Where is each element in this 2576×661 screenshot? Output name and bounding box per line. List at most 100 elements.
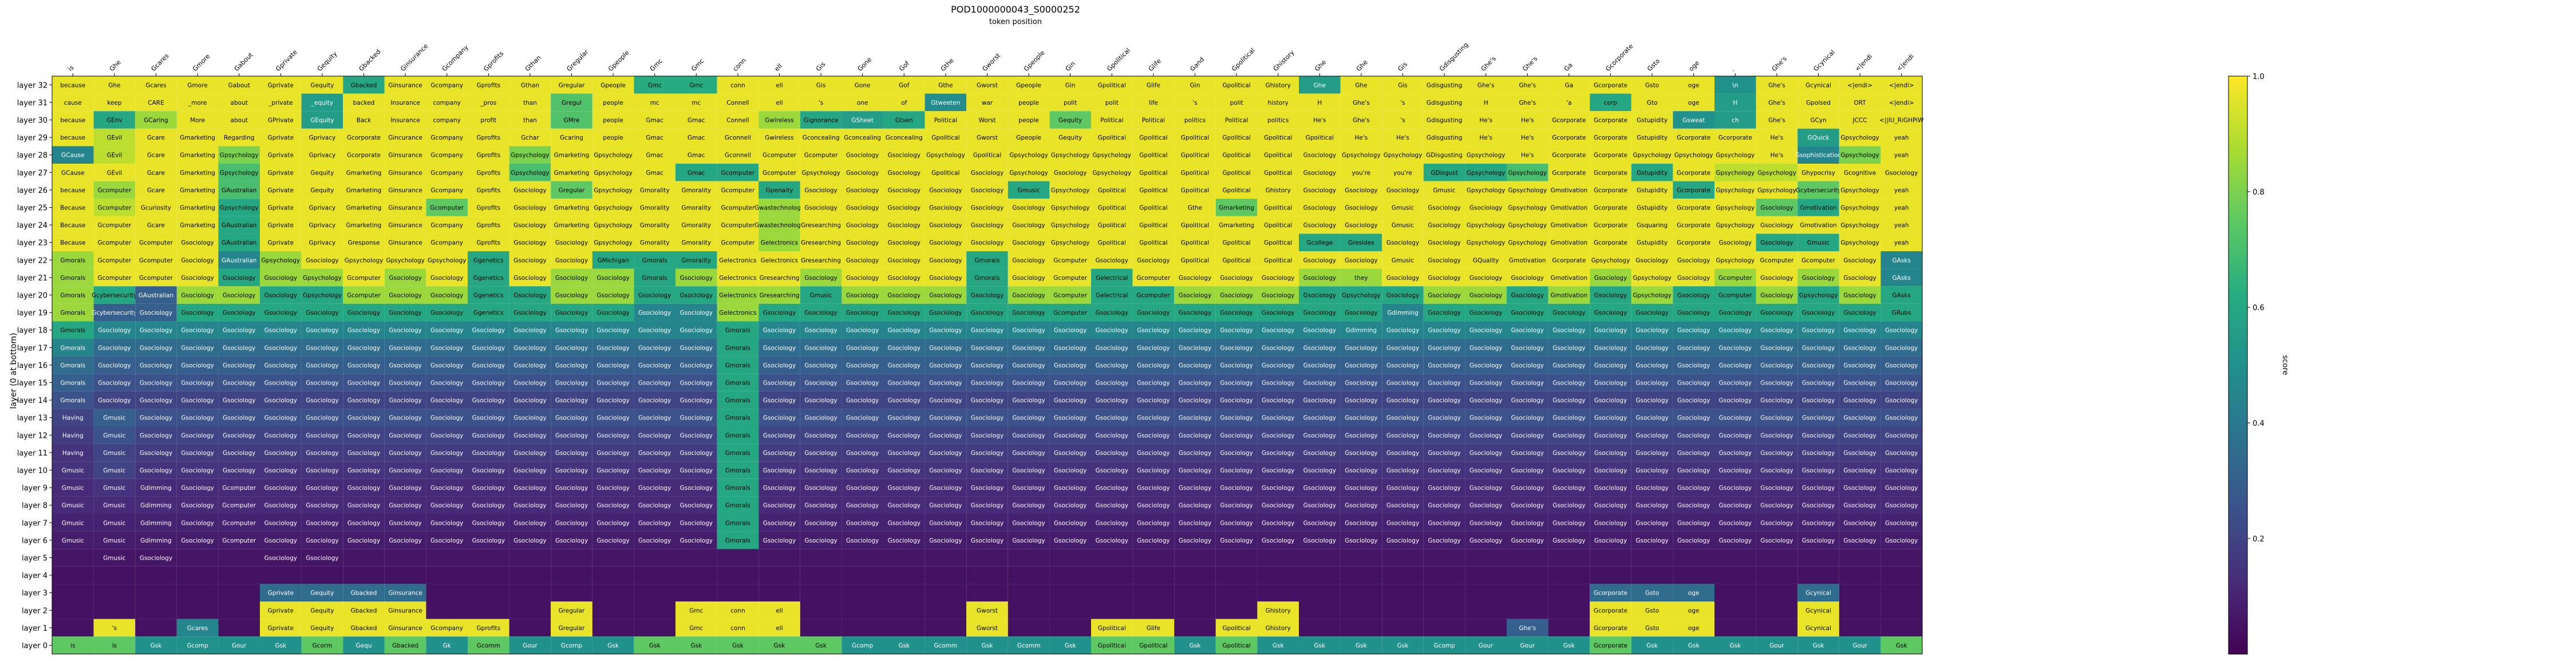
heatmap-cell-label: Gcorporate [1594, 240, 1627, 247]
heatmap-cell-label: Gsociology [1303, 502, 1336, 509]
heatmap-cell-label: Gpsychology [1051, 187, 1090, 194]
heatmap-cell-label: is [112, 643, 117, 650]
heatmap-cell-label: Glife [1147, 625, 1160, 632]
heatmap-cell-label: Gpeople [1016, 134, 1041, 141]
heatmap-cell-label: Gsociology [804, 362, 837, 369]
heatmap-cell [966, 233, 1008, 251]
heatmap-cell [1049, 268, 1091, 287]
heatmap-cell [260, 233, 302, 251]
heatmap-cell-label: Gmorals [725, 327, 750, 334]
heatmap-cell-label: Gsociology [638, 450, 671, 457]
heatmap-cell-label: oge [1688, 607, 1700, 614]
y-layer-label: layer 16 [17, 362, 48, 370]
heatmap-cell-label: Gsociology [971, 240, 1003, 247]
heatmap-cell-label: He's [1355, 134, 1368, 141]
heatmap-cell [509, 549, 551, 567]
heatmap-cell-label: Gsociology [846, 240, 879, 247]
heatmap-cell-label: Gwastechnology [754, 205, 804, 212]
heatmap-cell [1880, 76, 1922, 94]
heatmap-cell-label: Gsociology [1012, 520, 1045, 527]
heatmap-cell-label: Gsociology [1802, 450, 1835, 457]
heatmap-cell [634, 566, 675, 584]
heatmap-cell [135, 76, 177, 94]
heatmap-cell-label: Gpsychology [1467, 240, 1506, 247]
heatmap-cell-label: Gcomputer [430, 205, 464, 212]
heatmap-cell [1756, 251, 1798, 269]
heatmap-cell-label: Gsociology [1012, 397, 1045, 404]
heatmap-cell-label: Gsociology [1220, 520, 1253, 527]
heatmap-cell-label: Gpsychology [1840, 205, 1879, 212]
heatmap-cell-label: Gelectronics [719, 310, 756, 316]
heatmap-cell-label: people [603, 117, 623, 124]
heatmap-cell [717, 549, 759, 567]
heatmap-cell-label: Gpsychology [1799, 292, 1838, 299]
heatmap-cell [176, 216, 219, 234]
heatmap-cell [1008, 251, 1050, 269]
heatmap-cell-label: Gmusic [103, 415, 125, 422]
heatmap-cell-label: Gsociology [389, 327, 421, 334]
heatmap-cell-label: Gsociology [264, 415, 297, 422]
heatmap-cell [1257, 146, 1299, 164]
heatmap-cell-label: Gsociology [1511, 275, 1544, 282]
heatmap-cell [717, 181, 759, 199]
y-layer-label: layer 31 [17, 99, 48, 108]
heatmap-cell-label: Gsociology [1220, 327, 1253, 334]
heatmap-cell-label: Gcorporate [1677, 134, 1710, 141]
heatmap-cell-label: Gsto [1645, 590, 1659, 597]
heatmap-cell [218, 93, 260, 112]
heatmap-cell-label: Gsociology [1179, 380, 1211, 387]
y-layer-label: layer 14 [17, 397, 48, 405]
heatmap-cell-label: Gsociology [555, 380, 588, 387]
heatmap-cell-label: Gsociology [472, 537, 505, 544]
heatmap-cell-label: Gsociology [1303, 450, 1336, 457]
heatmap-cell-label: Gsociology [513, 345, 546, 351]
heatmap-cell [800, 619, 842, 637]
heatmap-cell-label: Gto [1647, 100, 1658, 106]
heatmap-cell-label: Gmorality [640, 240, 670, 247]
heatmap-cell [1714, 233, 1756, 251]
heatmap-cell [468, 181, 509, 199]
heatmap-cell [1423, 128, 1465, 147]
heatmap-cell-label: Gsociology [1760, 432, 1793, 439]
y-layer-label: layer 15 [17, 379, 48, 388]
heatmap-cell-label: Gsociology [1802, 415, 1835, 422]
heatmap-cell-label: Gcorporate [1594, 625, 1627, 632]
heatmap-cell-label: Gsociology [1386, 345, 1419, 351]
heatmap-cell-label: Gsociology [1303, 485, 1336, 492]
heatmap-cell-label: Gpsychology [1508, 222, 1547, 229]
heatmap-cell-label: Gsociology [1012, 345, 1045, 351]
heatmap-cell-label: Gsociology [1677, 257, 1710, 264]
heatmap-cell-label: Gcomputer [721, 169, 755, 176]
heatmap-cell-label: Gsociology [1885, 380, 1918, 387]
heatmap-cell-label: Gsociology [1594, 485, 1627, 492]
heatmap-cell [841, 76, 883, 94]
heatmap-cell [509, 216, 551, 234]
heatmap-cell-label: Gpsychology [220, 205, 259, 212]
heatmap-cell [800, 111, 842, 129]
heatmap-cell [301, 268, 343, 287]
heatmap-cell-label: Gcomputer [1053, 257, 1087, 264]
heatmap-cell [1091, 76, 1133, 94]
heatmap-cell-label: Gprivate [268, 205, 294, 212]
heatmap-cell [218, 128, 260, 147]
heatmap-cell [218, 619, 260, 637]
heatmap-cell [1507, 199, 1548, 216]
heatmap-cell [1132, 566, 1175, 584]
heatmap-cell-label: Gsociology [1012, 415, 1045, 422]
x-token-label: Gcares [149, 52, 170, 73]
heatmap-cell [1465, 111, 1507, 129]
heatmap-cell-label: Gsociology [1386, 485, 1419, 492]
heatmap-cell [343, 76, 385, 94]
heatmap-cell [1631, 128, 1673, 147]
heatmap-cell-label: Gsociology [1677, 327, 1710, 334]
heatmap-cell [717, 76, 759, 94]
heatmap-cell-label: Gsociology [1386, 468, 1419, 474]
heatmap-cell-label: Gsk [774, 643, 786, 650]
heatmap-cell-label: Gpolitical [1098, 625, 1126, 632]
heatmap-cell-label: Gsociology [1428, 240, 1460, 247]
heatmap-cell-label: Gsociology [1137, 380, 1170, 387]
heatmap-cell-label: Gmotivation [1551, 187, 1588, 194]
heatmap-cell-label: Gsociology [472, 468, 505, 474]
heatmap-cell [52, 128, 94, 147]
heatmap-cell-label: Gsociology [430, 537, 463, 544]
